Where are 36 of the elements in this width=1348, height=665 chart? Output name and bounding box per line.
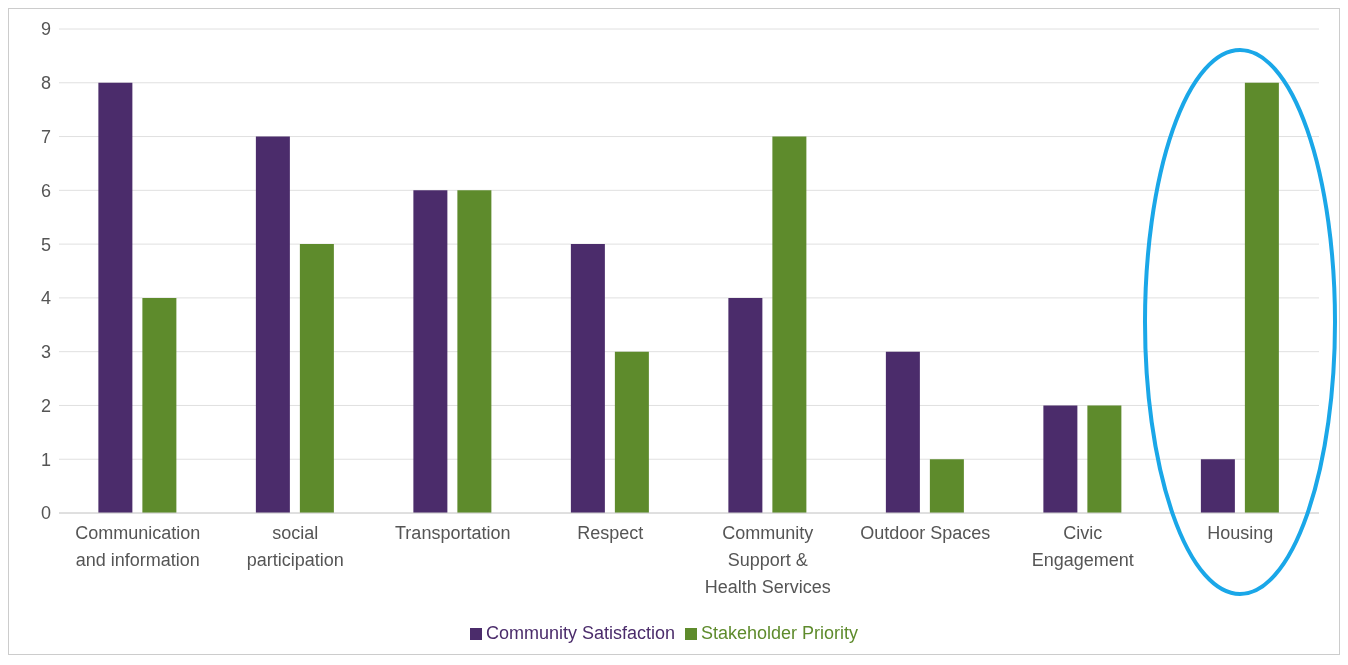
- legend-label: Stakeholder Priority: [701, 623, 859, 643]
- y-tick-label: 6: [40, 180, 51, 201]
- bar: [457, 190, 492, 513]
- bar: [570, 244, 605, 513]
- legend-label: Community Satisfaction: [485, 623, 675, 643]
- bar: [142, 297, 177, 513]
- y-tick-label: 0: [40, 503, 51, 524]
- bar: [728, 297, 763, 513]
- y-tick-label: 7: [40, 126, 51, 147]
- y-tick-label: 2: [40, 395, 51, 416]
- x-tick-label: Transportation: [395, 523, 511, 543]
- x-tick-label: Outdoor Spaces: [860, 523, 991, 543]
- y-tick-label: 1: [40, 449, 51, 470]
- bar: [885, 351, 920, 513]
- bar: [929, 459, 964, 513]
- x-tick-label: Civic Engagement: [1031, 523, 1134, 570]
- bar: [413, 190, 448, 513]
- bar: [1043, 405, 1078, 513]
- y-tick-label: 3: [40, 342, 51, 363]
- x-tick-label: Communication and information: [75, 523, 201, 570]
- bar: [1087, 405, 1122, 513]
- x-tick-label: Community Support & Health Services: [704, 523, 831, 597]
- bar: [1200, 459, 1235, 513]
- y-tick-label: 5: [40, 234, 51, 255]
- x-tick-label: Housing: [1207, 523, 1274, 543]
- bar: [299, 244, 334, 513]
- bar: [98, 82, 133, 513]
- bar: [255, 136, 290, 513]
- x-tick-label: Respect: [577, 523, 644, 543]
- y-tick-label: 9: [40, 19, 51, 40]
- x-tick-label: social participation: [246, 523, 344, 570]
- bar: [614, 351, 649, 513]
- y-tick-label: 8: [40, 73, 51, 94]
- y-tick-label: 4: [40, 288, 51, 309]
- bar: [772, 136, 807, 513]
- bar: [1244, 82, 1279, 513]
